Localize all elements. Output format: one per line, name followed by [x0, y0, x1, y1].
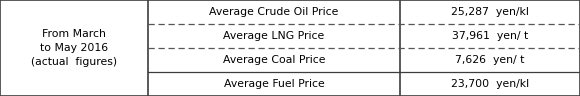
- Text: 7,626  yen/ t: 7,626 yen/ t: [455, 55, 525, 65]
- Text: Average Coal Price: Average Coal Price: [223, 55, 325, 65]
- Text: Average Fuel Price: Average Fuel Price: [224, 79, 324, 89]
- Text: Average Crude Oil Price: Average Crude Oil Price: [209, 7, 339, 17]
- Text: Average LNG Price: Average LNG Price: [223, 31, 325, 41]
- Text: From March
to May 2016
(actual  figures): From March to May 2016 (actual figures): [31, 29, 117, 67]
- Text: 23,700  yen/kl: 23,700 yen/kl: [451, 79, 529, 89]
- Text: 37,961  yen/ t: 37,961 yen/ t: [452, 31, 528, 41]
- Text: 25,287  yen/kl: 25,287 yen/kl: [451, 7, 529, 17]
